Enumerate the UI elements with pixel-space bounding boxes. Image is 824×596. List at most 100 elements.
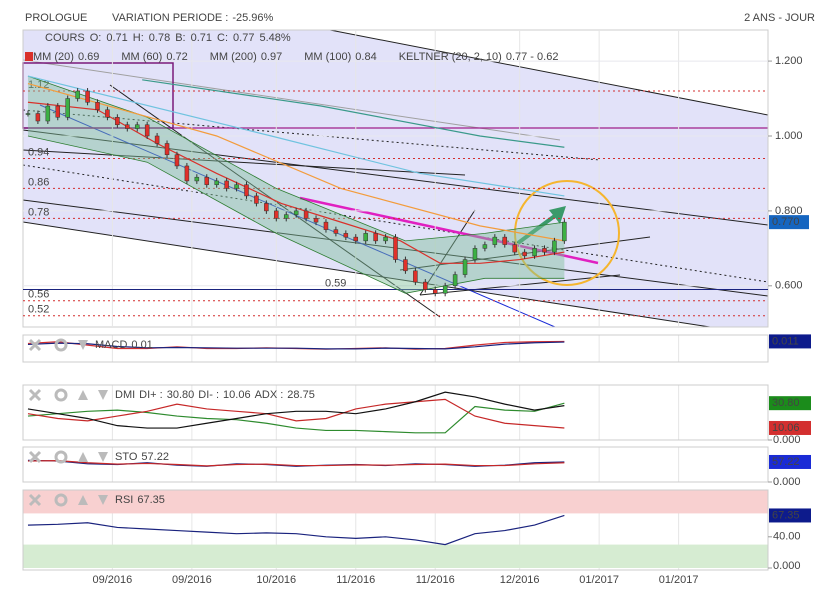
panel-legend-value: 10.06 bbox=[223, 389, 251, 401]
trend-line bbox=[22, 221, 711, 328]
last-price-box bbox=[769, 215, 809, 230]
arrow-shaft bbox=[516, 213, 558, 245]
candle bbox=[194, 176, 200, 182]
settings-icon bbox=[54, 338, 68, 352]
candle bbox=[522, 251, 527, 257]
trend-line bbox=[299, 196, 599, 265]
panel-title: STO bbox=[115, 451, 138, 463]
candle bbox=[134, 124, 140, 129]
x-tick-label: 10/2016 bbox=[256, 574, 296, 586]
candle bbox=[482, 244, 488, 249]
level-label: 0.78 bbox=[28, 206, 49, 218]
settings-icon bbox=[54, 493, 68, 507]
legend-value: 0.97 bbox=[261, 51, 282, 63]
close-icon bbox=[28, 338, 42, 352]
keltner-lower bbox=[27, 135, 565, 294]
candle bbox=[105, 109, 110, 118]
x-tick-label: 01/2017 bbox=[579, 574, 619, 586]
candle bbox=[115, 117, 120, 126]
candle bbox=[293, 210, 299, 215]
close-icon bbox=[28, 450, 42, 464]
x-tick-label: 01/2017 bbox=[659, 574, 699, 586]
value-box-label: 30.80 bbox=[772, 397, 800, 409]
candle bbox=[323, 221, 329, 230]
move-up-icon bbox=[78, 390, 88, 400]
panel-legend-label: DI- : bbox=[198, 389, 219, 401]
drawings bbox=[22, 29, 769, 328]
level-label: 0.56 bbox=[28, 289, 49, 301]
candle bbox=[184, 165, 190, 182]
legend-name: MM (20) bbox=[33, 51, 74, 63]
legend-name: MM (200) bbox=[210, 51, 257, 63]
candle bbox=[274, 210, 279, 219]
candle bbox=[413, 270, 418, 283]
trend-line bbox=[22, 129, 769, 226]
x-tick-label: 11/2016 bbox=[336, 574, 375, 586]
candle bbox=[45, 105, 51, 122]
value-box-label: 10.06 bbox=[772, 422, 800, 434]
y-tick-label: 0.000 bbox=[773, 476, 801, 488]
candle bbox=[85, 90, 90, 103]
candle bbox=[303, 210, 309, 219]
x-tick-label: 09/2016 bbox=[172, 574, 212, 586]
trend-line bbox=[419, 209, 476, 296]
panel-title: DMI bbox=[115, 389, 135, 401]
quote-label: C: bbox=[217, 32, 228, 44]
settings-icon bbox=[54, 450, 68, 464]
candle bbox=[164, 143, 170, 155]
candle bbox=[144, 124, 150, 137]
candle bbox=[264, 203, 269, 212]
variation-value: -25.96% bbox=[232, 12, 273, 24]
close-icon bbox=[28, 388, 42, 402]
legend-name: MM (60) bbox=[121, 51, 162, 63]
legend-name: KELTNER (20, 2, 10) bbox=[399, 51, 502, 63]
moving-average bbox=[27, 101, 565, 264]
trend-line bbox=[22, 164, 769, 283]
legend-value: 0.69 bbox=[78, 51, 99, 63]
moving-average bbox=[27, 75, 565, 197]
quote-name: COURS bbox=[45, 32, 85, 44]
candle bbox=[125, 124, 130, 129]
x-tick-label: 12/2016 bbox=[500, 574, 540, 586]
candle bbox=[95, 102, 100, 111]
value-box bbox=[769, 454, 811, 469]
moving-average bbox=[27, 82, 565, 242]
quote-label: B: bbox=[175, 32, 185, 44]
candle bbox=[214, 180, 219, 185]
indicator-panel bbox=[22, 446, 769, 483]
y-tick-label: 0.600 bbox=[775, 280, 803, 292]
value-box-label: 67.35 bbox=[772, 509, 800, 521]
candle bbox=[562, 221, 567, 242]
level-label: 0.94 bbox=[28, 146, 49, 158]
move-down-icon bbox=[78, 340, 88, 350]
main-panel bbox=[22, 29, 769, 328]
zone bbox=[23, 544, 768, 568]
quote-value: 0.78 bbox=[149, 32, 170, 44]
candle bbox=[204, 176, 210, 185]
candle bbox=[452, 274, 458, 287]
panel-legend-value: 30.80 bbox=[167, 389, 195, 401]
candle bbox=[383, 236, 388, 242]
quote-change: 5.48% bbox=[259, 32, 290, 44]
value-box bbox=[769, 334, 811, 349]
move-down-icon bbox=[98, 452, 108, 462]
panel-legend-label: DI+ : bbox=[139, 389, 163, 401]
settings-icon bbox=[54, 388, 68, 402]
indicator-panel bbox=[22, 334, 769, 363]
variation-label: VARIATION PERIODE : bbox=[112, 12, 228, 24]
candle bbox=[512, 244, 517, 253]
move-down-icon bbox=[98, 495, 108, 505]
panel-title: RSI bbox=[115, 494, 133, 506]
candle bbox=[35, 113, 41, 122]
y-tick-label: 40.00 bbox=[773, 531, 801, 543]
candle bbox=[353, 236, 359, 242]
candle bbox=[75, 90, 80, 99]
indicator-line bbox=[27, 391, 565, 429]
candle bbox=[532, 248, 537, 257]
panel-legend-value: 57.22 bbox=[141, 451, 169, 463]
candle bbox=[283, 214, 289, 219]
candle bbox=[373, 233, 378, 242]
quote-label: H: bbox=[133, 32, 144, 44]
candle bbox=[343, 233, 349, 238]
